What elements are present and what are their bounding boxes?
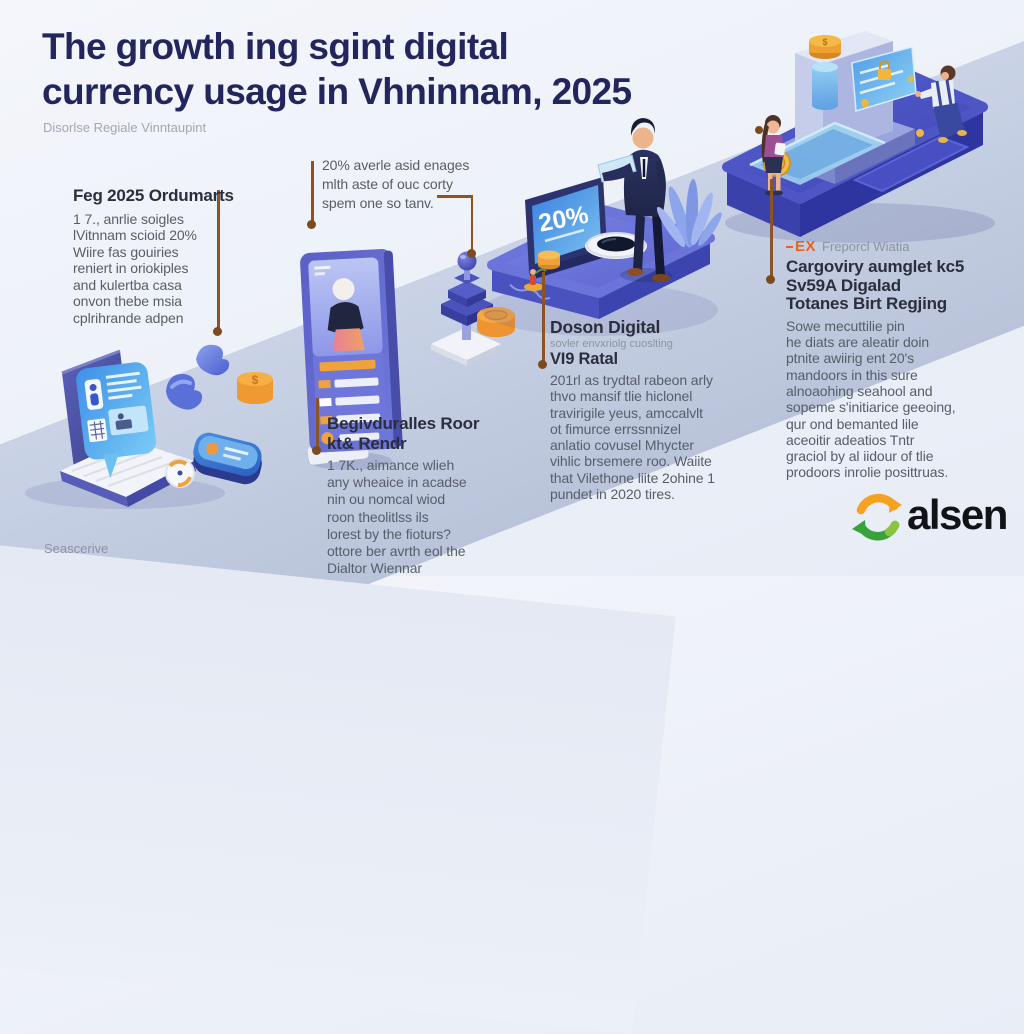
title-line-2: currency usage in Vhninnam, 2025 bbox=[42, 71, 632, 112]
pedestal-illustration bbox=[431, 251, 501, 366]
callout-line: cplrihrande adpen bbox=[73, 310, 184, 327]
callout-line: ot fimurce errssnnizel bbox=[550, 420, 681, 437]
callout-line: lVitnnam scioid 20% bbox=[73, 227, 197, 244]
callout-heading: Doson Digital bbox=[550, 317, 661, 337]
platform-illustration: $ bbox=[722, 31, 995, 243]
callout-line: and kulertba casa bbox=[73, 276, 182, 293]
title-line-1: The growth ing sgint digital bbox=[42, 26, 509, 67]
connector-line bbox=[542, 272, 545, 362]
ex-badge: EX bbox=[786, 238, 816, 255]
connector-dot bbox=[213, 327, 222, 336]
callout-line: mlth aste of ouc corty bbox=[322, 176, 453, 192]
callout-line: any wheaice in acadse bbox=[327, 474, 467, 491]
callout-line: lorest by the fioturs? bbox=[327, 525, 451, 542]
svg-text:$: $ bbox=[822, 37, 827, 47]
coin-icon bbox=[538, 250, 560, 270]
billboard-screen bbox=[851, 46, 917, 112]
payment-card bbox=[193, 432, 262, 485]
callout-line: 1 7K., aimance wlieh bbox=[327, 457, 455, 473]
plant bbox=[656, 179, 722, 248]
callout-heading: Sv59A Digalad bbox=[786, 275, 901, 295]
callout-line: spem one so tanv. bbox=[322, 195, 434, 211]
callout-line: Sowe mecuttilie pin bbox=[786, 317, 905, 334]
tiny-figurine bbox=[524, 268, 547, 291]
bird-icon bbox=[166, 373, 203, 410]
callout-heading: VI9 Ratal bbox=[550, 349, 618, 368]
callout-line: aceoitir adeatios Tntr bbox=[786, 431, 915, 448]
pillar-with-coin: $ bbox=[809, 35, 841, 110]
callout-line: 201rl as trydtal rabeon arly bbox=[550, 372, 713, 388]
callout-line: 20% averle asid enages bbox=[322, 157, 470, 173]
callout-line: nin ou nomcal wiod bbox=[327, 491, 446, 508]
podium-illustration: 20% bbox=[482, 118, 722, 336]
coin-icon: $ bbox=[237, 372, 273, 404]
callout-line: that Vilethone liite 2ohine 1 bbox=[550, 469, 715, 486]
connector-dot bbox=[307, 220, 316, 229]
chat-bubble-screen bbox=[76, 362, 157, 479]
callout-feb-2025: Feg 2025 Ordumarts 1 7., anrlie soigles … bbox=[73, 186, 243, 327]
brand-logo-text: alsen bbox=[907, 491, 1008, 538]
callout-line: reniert in oriokiples bbox=[73, 260, 189, 277]
footnote-text: Seascerive bbox=[44, 541, 109, 556]
callout-line: mandoors in this sure bbox=[786, 366, 918, 383]
connector-line bbox=[770, 179, 773, 277]
callout-line: pundet in 2020 tires. bbox=[550, 486, 675, 503]
callout-line: vihlic brsemere roo. Waiite bbox=[550, 453, 712, 470]
callout-line: alnoaohing seahool and bbox=[786, 382, 933, 399]
road-light-edge bbox=[0, 537, 676, 1034]
connector-dot bbox=[467, 249, 476, 258]
connector-dot bbox=[766, 275, 775, 284]
bird-icon bbox=[196, 344, 230, 376]
callout-line: ptnite awiirig ent 20's bbox=[786, 350, 915, 367]
callout-line: Dialtor Wiennar bbox=[327, 560, 422, 577]
list-row bbox=[319, 359, 376, 372]
connector-dot bbox=[538, 360, 547, 369]
climbing-figure bbox=[915, 65, 967, 143]
callout-line: Wiire fas gouiries bbox=[73, 243, 179, 260]
callout-heading: Begivduralles Roor bbox=[327, 414, 480, 433]
callout-line: onvon thebe msia bbox=[73, 293, 182, 310]
laptop-keyboard bbox=[60, 439, 194, 497]
callout-report: EX Freporcl Wiatia Cargoviry aumglet kc5… bbox=[786, 238, 1001, 481]
callout-line: roon theolitlss ils bbox=[327, 508, 429, 525]
callout-line: anlatio covusel Mhycter bbox=[550, 437, 694, 454]
callout-heading: Totanes Birt Regjing bbox=[786, 294, 947, 314]
callout-doson-digital: Doson Digital sovler envxriolg cuoslting… bbox=[550, 317, 750, 503]
callout-avg-usage: 20% averle asid enages mlth aste of ouc … bbox=[322, 156, 482, 213]
brand-logo-icon bbox=[852, 493, 902, 541]
connector-line bbox=[437, 195, 473, 198]
svg-text:$: $ bbox=[252, 373, 259, 387]
page-title: The growth ing sgint digital currency us… bbox=[42, 24, 632, 114]
callout-line: graciol by al iidour of tlie bbox=[786, 448, 934, 465]
speaker-disc bbox=[585, 232, 647, 259]
laptop-illustration: $ bbox=[25, 344, 273, 509]
callout-line: he diats are aleatir doin bbox=[786, 334, 930, 351]
page-subtitle: Disorlse Regiale Vinntaupint bbox=[43, 120, 207, 135]
callout-line: qur ond bemanted lile bbox=[786, 415, 919, 432]
businessman bbox=[597, 118, 672, 282]
callout-heading: Cargoviry aumglet kc5 bbox=[786, 257, 965, 276]
callout-heading: Feg 2025 Ordumarts bbox=[73, 186, 234, 205]
wheel-icon bbox=[165, 458, 195, 488]
callout-line: prodoors inrolie posittruas. bbox=[786, 464, 949, 481]
connector-line bbox=[311, 161, 314, 221]
connector-line bbox=[470, 195, 473, 250]
connector-line bbox=[316, 398, 319, 448]
connector-line bbox=[217, 190, 220, 330]
callout-heading: kt& Rendr bbox=[327, 433, 407, 453]
lock-icon bbox=[879, 60, 890, 69]
callout-subheading: sovler envxriolg cuoslting bbox=[550, 337, 673, 350]
connector-dot bbox=[312, 446, 321, 455]
phone-card-illustration bbox=[300, 249, 403, 470]
callout-line: travirigile yeus, amccalvlt bbox=[550, 404, 703, 421]
ex-badge-label: Freporcl Wiatia bbox=[822, 239, 910, 254]
callout-line: sopeme s'initiarice geeoing, bbox=[786, 399, 956, 416]
callout-behaviours: Begivduralles Roor kt& Rendr 1 7K., aima… bbox=[327, 414, 507, 577]
callout-line: ottore ber avrth eol the bbox=[327, 543, 466, 560]
coin-icon bbox=[477, 307, 515, 337]
callout-line: 1 7., anrlie soigles bbox=[73, 210, 184, 227]
callout-line: thvo mansif tlie hiclonel bbox=[550, 388, 693, 405]
